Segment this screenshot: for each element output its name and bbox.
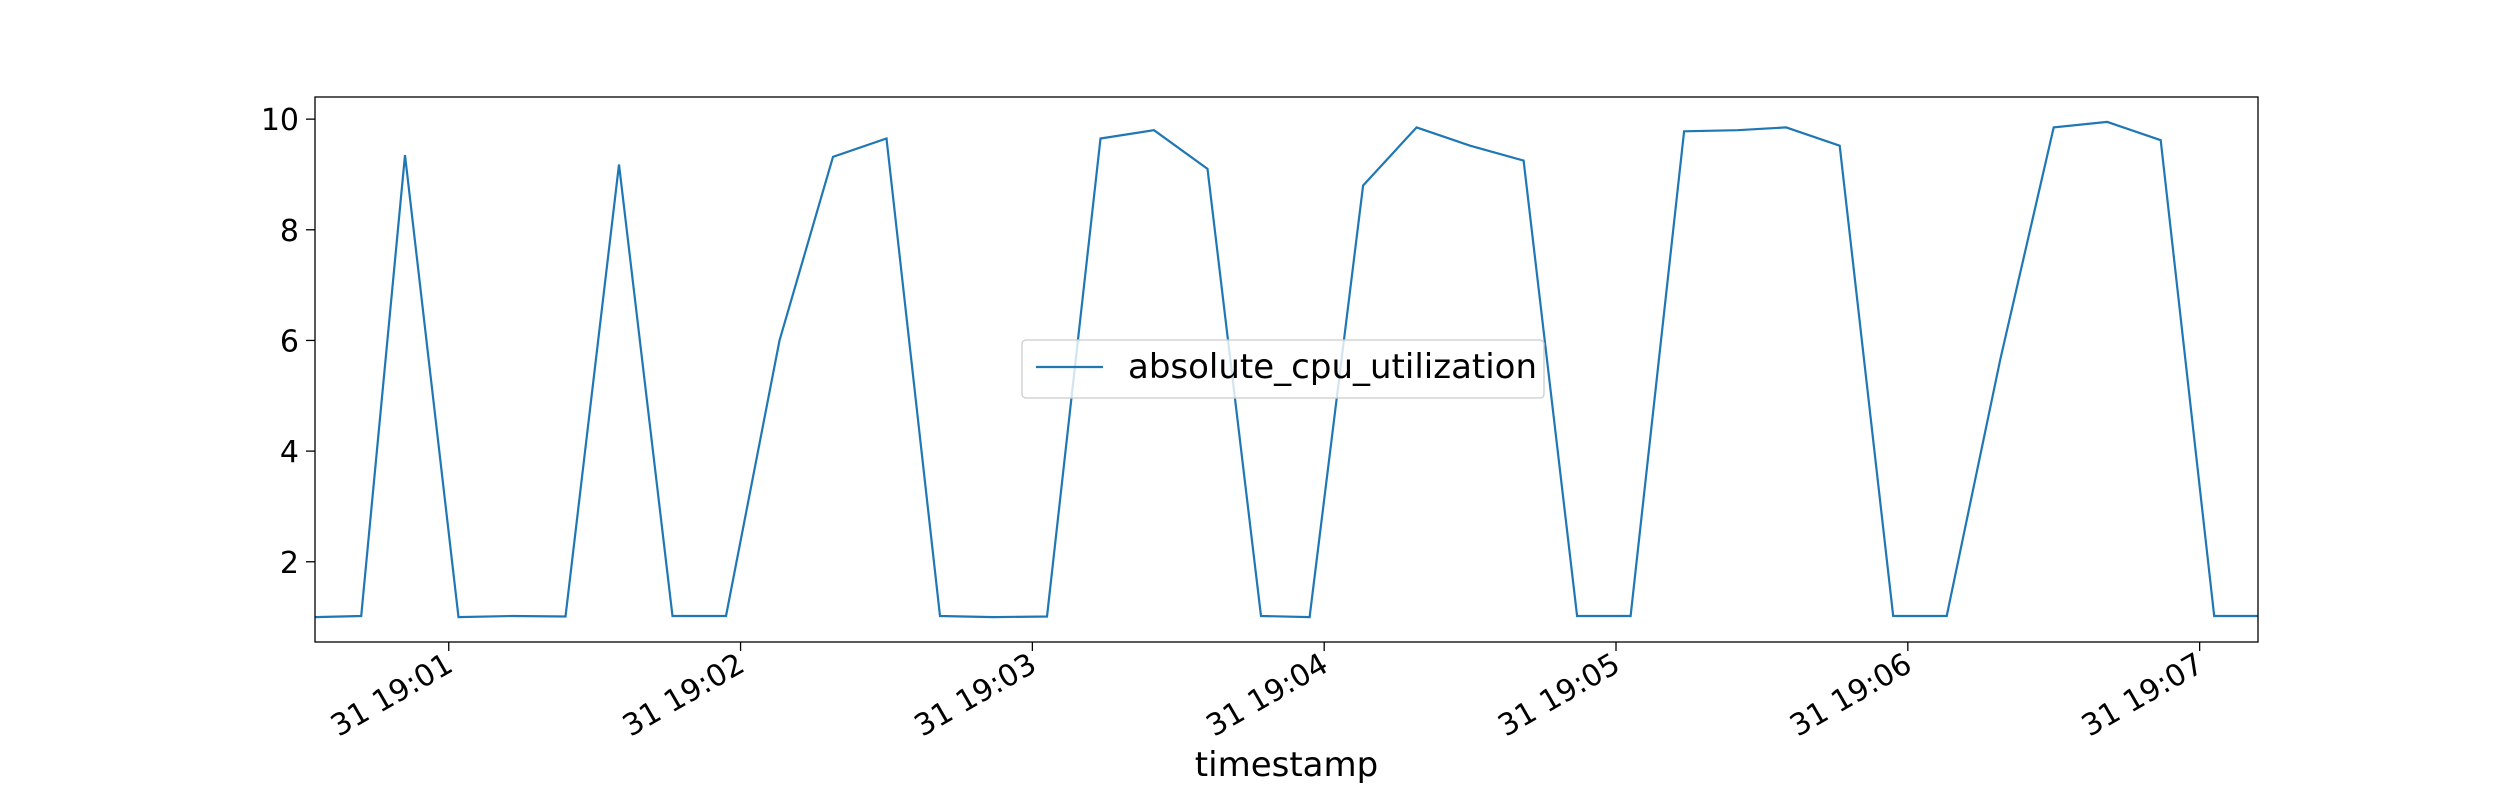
plot-frame — [314, 96, 2259, 643]
y-tick-label: 6 — [280, 324, 299, 359]
x-axis: 31 19:01 31 19:02 31 19:03 31 19:04 31 19:05… — [325, 642, 2210, 744]
y-tick-label: 4 — [280, 435, 299, 470]
y-tick-label: 10 — [261, 103, 299, 138]
y-axis: 2 4 6 8 10 — [261, 103, 315, 581]
x-axis-label: timestamp — [1195, 745, 1378, 785]
legend-entry-absolute-cpu-utilization: absolute_cpu_utilization — [1128, 347, 1537, 387]
x-tick-label: 31 19:07 — [2076, 647, 2210, 744]
series-line-absolute-cpu-utilization — [314, 120, 2258, 619]
x-tick-label: 31 19:04 — [1200, 647, 1334, 744]
y-tick-label: 8 — [280, 214, 299, 249]
x-tick-label: 31 19:01 — [325, 647, 459, 744]
y-tick-label: 2 — [280, 546, 299, 581]
x-tick-label: 31 19:03 — [909, 647, 1043, 744]
x-tick-label: 31 19:02 — [617, 647, 751, 744]
x-tick-label: 31 19:05 — [1492, 647, 1626, 744]
plot-area — [314, 96, 2259, 643]
legend: absolute_cpu_utilization — [1021, 339, 1545, 399]
legend-box — [1021, 339, 1545, 399]
x-tick-label: 31 19:06 — [1784, 647, 1918, 744]
